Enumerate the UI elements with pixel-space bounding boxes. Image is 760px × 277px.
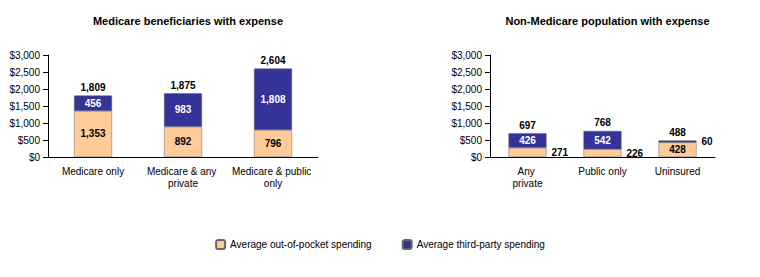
svg-text:$2,000: $2,000 [9, 84, 40, 95]
svg-text:only: only [264, 178, 282, 189]
svg-text:983: 983 [175, 104, 192, 115]
svg-text:$1,000: $1,000 [451, 118, 482, 129]
svg-text:Uninsured: Uninsured [655, 166, 701, 177]
svg-text:892: 892 [175, 136, 192, 147]
svg-text:226: 226 [627, 148, 644, 159]
svg-text:Average third-party spending: Average third-party spending [417, 239, 545, 250]
svg-text:Medicare only: Medicare only [62, 166, 124, 177]
svg-text:$1,500: $1,500 [451, 101, 482, 112]
svg-text:488: 488 [669, 127, 686, 138]
svg-text:$3,000: $3,000 [9, 50, 40, 61]
svg-text:private: private [512, 178, 542, 189]
svg-text:796: 796 [265, 138, 282, 149]
svg-text:271: 271 [552, 147, 569, 158]
svg-text:1,875: 1,875 [170, 80, 195, 91]
svg-text:Average out-of-pocket spending: Average out-of-pocket spending [230, 239, 372, 250]
svg-text:$2,500: $2,500 [451, 67, 482, 78]
svg-text:Any: Any [517, 166, 537, 177]
svg-text:$500: $500 [18, 135, 41, 146]
svg-text:426: 426 [519, 135, 536, 146]
svg-text:$0: $0 [471, 152, 483, 163]
svg-text:697: 697 [519, 120, 536, 131]
svg-text:Medicare & any: Medicare & any [147, 166, 219, 177]
svg-text:$3,000: $3,000 [451, 50, 482, 61]
svg-text:456: 456 [85, 98, 102, 109]
svg-text:60: 60 [702, 136, 714, 147]
svg-text:1,808: 1,808 [260, 94, 285, 105]
svg-text:Medicare beneficiaries with ex: Medicare beneficiaries with expense [93, 15, 283, 27]
svg-text:1,809: 1,809 [80, 82, 105, 93]
svg-text:$0: $0 [29, 152, 41, 163]
svg-text:$1,000: $1,000 [9, 118, 40, 129]
svg-text:$1,500: $1,500 [9, 101, 40, 112]
svg-text:Non-Medicare population with e: Non-Medicare population with expense [505, 15, 709, 27]
svg-text:$500: $500 [460, 135, 483, 146]
svg-text:428: 428 [669, 144, 686, 155]
svg-text:private: private [168, 178, 198, 189]
svg-text:Public only: Public only [578, 166, 626, 177]
svg-text:542: 542 [594, 135, 611, 146]
svg-text:768: 768 [594, 117, 611, 128]
svg-text:2,604: 2,604 [260, 55, 285, 66]
svg-text:1,353: 1,353 [80, 128, 105, 139]
svg-text:$2,000: $2,000 [451, 84, 482, 95]
svg-text:Medicare & public: Medicare & public [232, 166, 314, 177]
svg-text:$2,500: $2,500 [9, 67, 40, 78]
